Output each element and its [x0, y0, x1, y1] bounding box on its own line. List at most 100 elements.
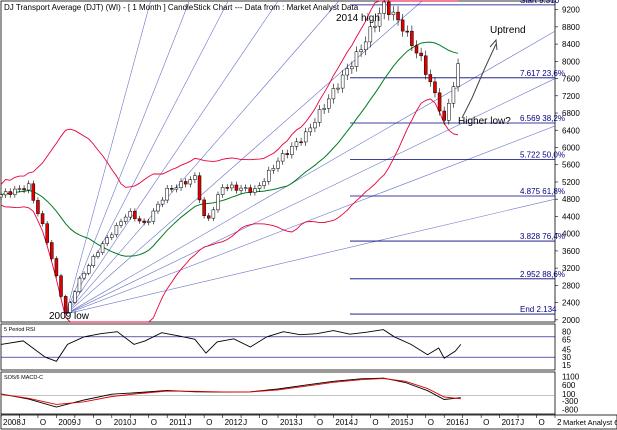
candle-body — [253, 188, 257, 193]
time-tick-label: 2015 — [391, 418, 409, 427]
annotation-2014-high: 2014 high — [336, 13, 380, 24]
candle-body — [146, 221, 151, 223]
gann-fan-lines — [65, 0, 556, 315]
candle-body — [123, 216, 128, 222]
candle-body — [170, 188, 174, 190]
candle-body — [3, 191, 8, 196]
x-axis-bar — [0, 414, 617, 430]
fib-label: Start 9.310 — [520, 0, 560, 5]
candle-body — [382, 1, 386, 14]
time-tick-label: O — [428, 418, 434, 427]
candle-body — [331, 88, 336, 100]
candle-body — [110, 234, 114, 238]
price-tick-label: 5600 — [562, 161, 580, 170]
candle-body — [267, 169, 271, 182]
candle-body — [354, 51, 359, 67]
fib-label: 7.617 23,6% — [520, 69, 565, 78]
candle-body — [322, 108, 326, 110]
candle-body — [151, 210, 156, 222]
candle-body — [340, 74, 345, 89]
candle-body — [234, 184, 239, 191]
candle-body — [22, 188, 26, 191]
candle-body — [96, 252, 100, 257]
price-tick-label: 6400 — [562, 126, 580, 135]
candle-body — [248, 187, 253, 193]
candle-body — [442, 110, 446, 121]
chart-title: DJ Transport Average (DJT) (WI) - [ 1 Mo… — [4, 3, 359, 12]
fan-line — [65, 198, 556, 315]
macd-tick-label: 100 — [562, 390, 576, 399]
candle-body — [197, 175, 202, 201]
bollinger-bands — [0, 0, 459, 323]
price-tick-label: 4800 — [562, 195, 580, 204]
time-tick-label: O — [206, 418, 212, 427]
fan-line — [65, 0, 279, 315]
candle-body — [179, 181, 183, 188]
watermark: Market Analyst 6 — [563, 418, 617, 427]
rsi-line — [0, 329, 462, 362]
candle-body — [8, 191, 12, 195]
candle-body — [377, 13, 382, 27]
time-tick-label: J — [132, 418, 136, 427]
macd-tick-label: 1100 — [562, 372, 580, 381]
candle-body — [202, 199, 206, 216]
candle-body — [373, 25, 377, 28]
candle-body — [183, 181, 188, 185]
rsi-tick-label: 45 — [562, 346, 571, 355]
time-tick-label: O — [151, 418, 157, 427]
candle-body — [456, 63, 460, 87]
rsi-panel — [0, 323, 556, 371]
fib-label: End 2.134 — [520, 305, 557, 314]
price-tick-label: 5200 — [562, 178, 580, 187]
candle-body — [211, 209, 216, 219]
candle-body — [220, 187, 225, 195]
candle-body — [350, 66, 354, 70]
candle-body — [391, 11, 396, 15]
price-tick-label: 9200 — [562, 6, 580, 15]
fan-line — [65, 125, 556, 315]
rsi-tick-label: 15 — [562, 361, 571, 370]
candle-body — [414, 45, 419, 54]
bollinger-upper — [0, 0, 458, 188]
candle-body — [165, 188, 169, 201]
time-tick-label: O — [483, 418, 489, 427]
candle-body — [271, 168, 276, 171]
candle-body — [387, 1, 391, 15]
candle-body — [437, 92, 442, 112]
candle-body — [142, 220, 146, 223]
candle-body — [363, 41, 368, 51]
fan-line — [65, 0, 190, 315]
macd-tick-label: -300 — [562, 397, 579, 406]
candle-body — [174, 187, 179, 190]
price-tick-label: 8000 — [562, 57, 580, 66]
rsi-tick-label: 65 — [562, 335, 571, 344]
fib-label: 6.569 38,2% — [520, 114, 565, 123]
candle-body — [257, 185, 262, 189]
time-tick-label: J — [21, 418, 25, 427]
candle-body — [262, 181, 266, 186]
price-tick-label: 6000 — [562, 143, 580, 152]
candle-body — [239, 187, 243, 191]
candle-body — [225, 187, 229, 189]
candle-body — [119, 221, 123, 226]
candle-body — [230, 184, 234, 189]
time-tick-label: 2012 — [225, 418, 243, 427]
candle-body — [100, 243, 105, 253]
price-tick-label: 8800 — [562, 23, 580, 32]
candle-body — [128, 211, 133, 218]
annotation-2009-low: 2009 low — [49, 311, 90, 322]
candle-body — [91, 256, 96, 266]
candle-body — [327, 98, 331, 109]
time-tick-label: 2011 — [169, 418, 187, 427]
macd-panel — [0, 371, 556, 415]
candle-body — [400, 19, 405, 32]
time-tick-label: 2 — [557, 418, 562, 427]
candle-body — [345, 68, 350, 76]
candle-body — [133, 211, 137, 219]
candle-body — [359, 49, 363, 52]
fib-label: 5.722 50,0% — [520, 150, 565, 159]
annotation-higher-low: Higher low? — [458, 116, 511, 127]
